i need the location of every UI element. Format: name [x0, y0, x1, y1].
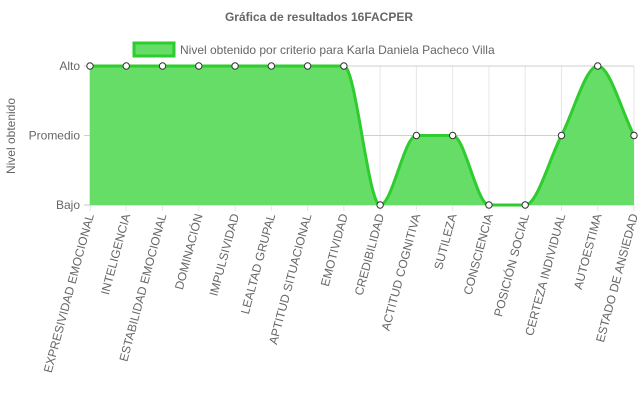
- y-tick-label: Promedio: [29, 129, 81, 143]
- data-point: [557, 131, 566, 140]
- x-tick-label: SUTILEZA: [431, 212, 459, 271]
- x-tick-label: CONSCIENCIA: [461, 212, 496, 296]
- legend-swatch: [132, 41, 176, 58]
- chart-title: Gráfica de resultados 16FACPER: [225, 10, 413, 24]
- x-tick-label: DOMINACIÓN: [171, 212, 206, 291]
- data-point: [448, 131, 457, 140]
- data-point: [158, 62, 167, 70]
- legend-label: Nivel obtenido por criterio para Karla D…: [180, 43, 495, 57]
- series-area: [90, 64, 636, 207]
- data-point: [267, 62, 276, 70]
- data-point: [340, 62, 348, 70]
- data-point: [86, 62, 94, 70]
- x-tick-label: EXPRESIVIDAD EMOCIONAL: [41, 212, 97, 374]
- x-tick-label: ACTITUD COGNITIVA: [379, 212, 424, 332]
- x-tick-label: AUTOESTIMA: [571, 212, 605, 291]
- y-ticks: Bajo Promedio Alto: [29, 59, 81, 212]
- x-tick-label: LEALTAD GRUPAL: [238, 212, 278, 316]
- x-tick-label: CREDIBILIDAD: [352, 212, 387, 297]
- series-line: [90, 64, 636, 207]
- legend[interactable]: Nivel obtenido por criterio para Karla D…: [132, 41, 495, 58]
- x-tick-label: EMOTIVIDAD: [318, 212, 351, 288]
- y-tick-label: Alto: [59, 59, 80, 73]
- data-point: [303, 62, 312, 70]
- data-point: [521, 201, 529, 209]
- x-tick-label: INTELIGENCIA: [98, 212, 133, 296]
- x-tick-label: IMPULSIVIDAD: [207, 212, 243, 298]
- data-point: [195, 62, 203, 70]
- x-tick-label: CERTEZA INDIVIDUAL: [522, 212, 568, 337]
- data-point: [231, 62, 239, 70]
- data-point: [630, 131, 638, 140]
- data-point: [122, 62, 130, 70]
- y-axis-label: Nivel obtenido: [4, 98, 18, 174]
- x-tick-label: POSICIÓN SOCIAL: [490, 212, 532, 319]
- data-point: [412, 131, 421, 140]
- data-point: [594, 62, 602, 70]
- data-point: [376, 201, 384, 209]
- data-point: [485, 201, 493, 209]
- series-points: [86, 62, 638, 209]
- y-tick-label: Bajo: [56, 198, 80, 212]
- x-ticks: EXPRESIVIDAD EMOCIONAL INTELIGENCIAESTABI…: [41, 212, 639, 375]
